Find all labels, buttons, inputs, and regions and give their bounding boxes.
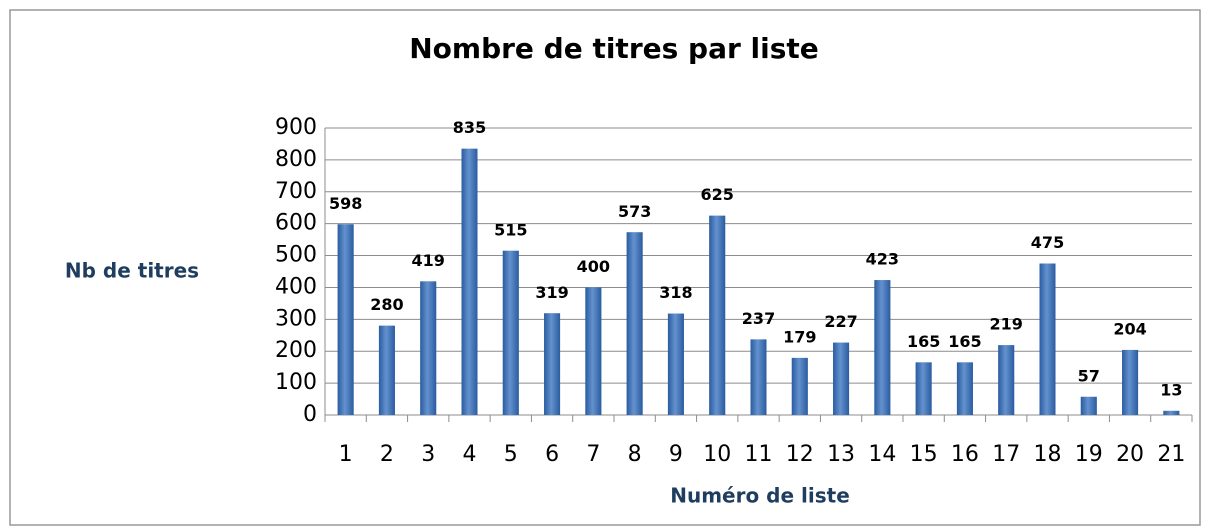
data-label: 13 [1160, 380, 1182, 399]
data-label: 625 [701, 185, 734, 204]
x-tick-label: 8 [628, 442, 642, 467]
y-axis-label: Nb de titres [65, 259, 199, 283]
x-tick-label: 21 [1157, 442, 1185, 467]
y-tick-label: 100 [275, 370, 317, 395]
data-label: 237 [742, 309, 775, 328]
bar-shine [956, 362, 973, 415]
bar-shine [709, 215, 726, 415]
y-tick-label: 300 [275, 306, 317, 331]
x-tick-label: 3 [421, 442, 435, 467]
x-tick-label: 20 [1116, 442, 1144, 467]
bar-shine [461, 148, 478, 415]
data-label: 573 [618, 202, 651, 221]
x-tick-label: 12 [786, 442, 814, 467]
bar-shine [420, 281, 437, 415]
y-tick-label: 500 [275, 243, 317, 268]
x-tick-label: 16 [951, 442, 979, 467]
bar-shine [874, 280, 891, 415]
data-label: 835 [453, 118, 486, 137]
x-axis-label: Numéro de liste [670, 484, 850, 508]
x-tick-label: 5 [504, 442, 518, 467]
bar-shine [998, 345, 1015, 415]
chart-frame [9, 9, 1201, 526]
x-tick-label: 4 [463, 442, 477, 467]
bar-shine [750, 339, 767, 415]
y-tick-label: 200 [275, 338, 317, 363]
bar-shine [544, 313, 561, 415]
x-tick-label: 13 [827, 442, 855, 467]
data-label: 57 [1078, 366, 1100, 385]
bar-shine [915, 362, 932, 415]
x-tick-label: 9 [669, 442, 683, 467]
data-label: 219 [990, 315, 1023, 334]
data-label: 227 [824, 312, 857, 331]
x-tick-label: 19 [1075, 442, 1103, 467]
x-tick-label: 17 [992, 442, 1020, 467]
bar-shine [585, 287, 602, 415]
x-tick-label: 7 [586, 442, 600, 467]
x-tick-label: 14 [868, 442, 896, 467]
x-tick-label: 6 [545, 442, 559, 467]
bar-shine [1122, 349, 1139, 415]
y-tick-label: 700 [275, 179, 317, 204]
data-label: 475 [1031, 233, 1064, 252]
x-tick-label: 10 [703, 442, 731, 467]
bar-shine [378, 325, 395, 415]
bar-shine [1163, 410, 1180, 415]
y-tick-label: 400 [275, 274, 317, 299]
bar-shine [502, 250, 519, 415]
y-tick-label: 800 [275, 147, 317, 172]
bar-shine [626, 232, 643, 415]
x-tick-label: 11 [745, 442, 773, 467]
bar-shine [667, 313, 684, 415]
y-tick-label: 0 [303, 402, 317, 427]
data-label: 204 [1113, 319, 1146, 338]
y-tick-label: 600 [275, 211, 317, 236]
bar-shine [337, 224, 354, 415]
bar-shine [791, 357, 808, 415]
data-label: 419 [412, 251, 445, 270]
data-label: 165 [948, 332, 981, 351]
x-tick-label: 15 [910, 442, 938, 467]
x-tick-label: 2 [380, 442, 394, 467]
x-tick-label: 1 [339, 442, 353, 467]
data-label: 318 [659, 283, 692, 302]
data-label: 515 [494, 220, 527, 239]
data-label: 319 [535, 283, 568, 302]
data-label: 280 [370, 295, 403, 314]
data-label: 165 [907, 332, 940, 351]
bar-shine [833, 342, 850, 415]
bar-shine [1039, 263, 1056, 415]
bar-shine [1080, 396, 1097, 415]
chart-title: Nombre de titres par liste [409, 32, 819, 65]
data-label: 598 [329, 194, 362, 213]
data-label: 400 [577, 257, 610, 276]
data-label: 179 [783, 327, 816, 346]
y-tick-label: 900 [275, 115, 317, 140]
data-label: 423 [866, 250, 899, 269]
x-tick-label: 18 [1034, 442, 1062, 467]
